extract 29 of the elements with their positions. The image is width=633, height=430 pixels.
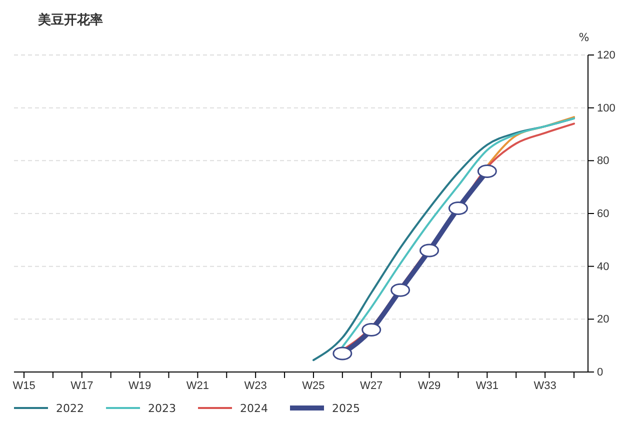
- point: [390, 283, 410, 297]
- legend-label: 2023: [148, 402, 176, 415]
- x-tick-label: W17: [70, 380, 94, 392]
- x-tick-label: W25: [302, 380, 325, 392]
- y-tick-label: 0: [597, 366, 604, 379]
- y-tick-label: 20: [597, 314, 610, 326]
- point: [477, 164, 497, 178]
- y-axis-title: %: [578, 31, 590, 44]
- x-tick-label: W33: [534, 380, 556, 392]
- point: [362, 322, 382, 336]
- y-tick-label: 40: [597, 260, 610, 273]
- point: [332, 346, 352, 360]
- x-tick-label: W21: [186, 380, 209, 392]
- legend-label: 2025: [332, 402, 360, 415]
- x-tick-label: W27: [360, 380, 383, 392]
- y-tick-label: 100: [597, 102, 616, 114]
- y-tick-label: 80: [597, 155, 610, 168]
- chart-title: 美豆开花率: [37, 12, 103, 28]
- point: [448, 201, 468, 215]
- point: [420, 244, 440, 258]
- y-tick-label: 120: [597, 50, 616, 62]
- x-tick-label: W19: [128, 380, 152, 392]
- x-tick-label: W23: [244, 380, 267, 392]
- x-tick-label: W29: [418, 380, 441, 392]
- legend-label: 2024: [240, 402, 268, 415]
- x-tick-label: W15: [12, 380, 36, 392]
- x-tick-label: W31: [476, 380, 498, 392]
- legend-label: 2022: [56, 402, 84, 415]
- y-tick-label: 60: [597, 208, 610, 220]
